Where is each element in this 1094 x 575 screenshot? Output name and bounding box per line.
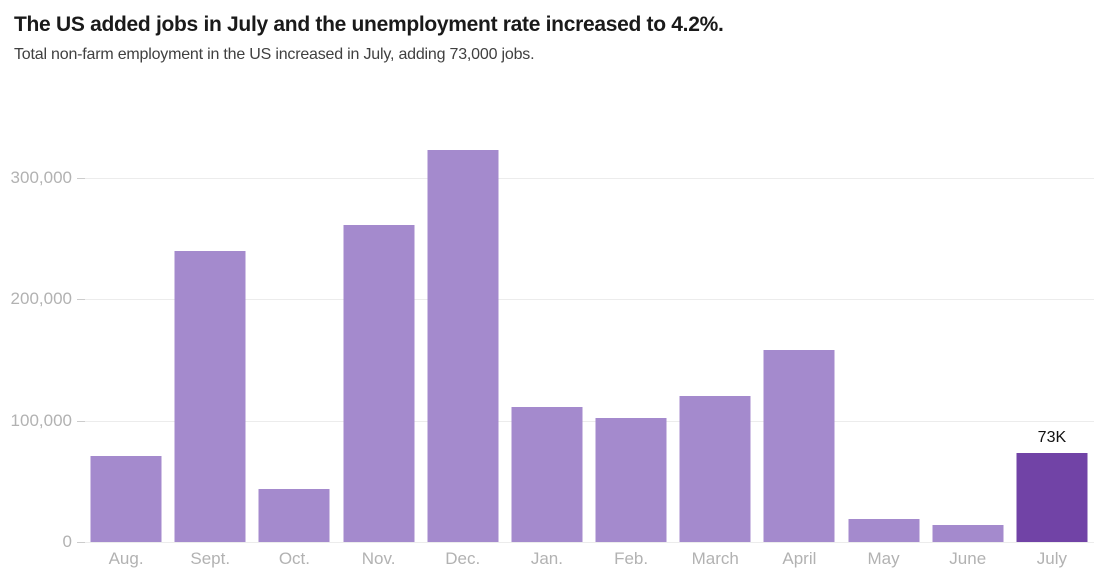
bar-dec xyxy=(427,150,499,542)
bar-aug xyxy=(90,455,162,542)
x-label-oct: Oct. xyxy=(278,549,310,568)
bar-oct xyxy=(258,488,330,542)
bar-slot-aug: Aug. xyxy=(84,0,168,575)
bar-slot-sept: Sept. xyxy=(168,0,252,575)
chart-header: The US added jobs in July and the unempl… xyxy=(14,12,1080,66)
gridline-300000 xyxy=(77,178,1094,179)
gridline-0 xyxy=(77,542,1094,543)
bar-slot-april: April xyxy=(757,0,841,575)
x-label-july: July xyxy=(1036,549,1068,568)
bar-march xyxy=(679,396,751,542)
bar-feb xyxy=(595,418,667,542)
x-label-june: June xyxy=(949,549,987,568)
bar-slot-dec: Dec. xyxy=(421,0,505,575)
bar-slot-march: March xyxy=(673,0,757,575)
x-label-nov: Nov. xyxy=(361,549,396,568)
y-axis-tick xyxy=(77,542,85,543)
y-tick-label-200000: 200,000 xyxy=(10,289,72,309)
bar-may xyxy=(848,518,920,542)
bar-slot-june: June xyxy=(926,0,1010,575)
y-tick-label-100000: 100,000 xyxy=(10,410,72,430)
chart-title: The US added jobs in July and the unempl… xyxy=(14,13,724,36)
chart-subtitle: Total non-farm employment in the US incr… xyxy=(14,46,535,64)
y-tick-label-300000: 300,000 xyxy=(10,168,72,187)
bar-july xyxy=(1016,453,1088,542)
bar-jan xyxy=(511,407,583,542)
gridline-100000 xyxy=(77,420,1094,422)
x-label-dec: Dec. xyxy=(445,549,481,568)
bar-value-annotation-july: 73K xyxy=(1037,429,1067,447)
bar-nov xyxy=(343,225,415,542)
bar-slot-jan: Jan. xyxy=(505,0,589,575)
y-tick-label-0: 0 xyxy=(62,532,72,551)
x-label-march: March xyxy=(691,549,739,568)
x-label-jan: Jan. xyxy=(530,549,563,568)
bar-slot-may: May xyxy=(842,0,926,575)
bar-slot-oct: Oct. xyxy=(252,0,336,575)
y-axis-tick xyxy=(77,299,85,301)
bar-slot-nov: Nov. xyxy=(337,0,421,575)
gridline-200000 xyxy=(77,299,1094,301)
x-label-feb: Feb. xyxy=(614,549,649,568)
x-label-may: May xyxy=(867,549,900,568)
x-label-april: April xyxy=(782,549,817,568)
bar-slot-feb: Feb. xyxy=(589,0,673,575)
y-axis-tick xyxy=(77,420,85,422)
x-label-aug: Aug. xyxy=(108,549,144,568)
y-axis-tick xyxy=(77,178,85,179)
bar-june xyxy=(932,525,1004,542)
x-label-sept: Sept. xyxy=(190,549,231,568)
bar-sept xyxy=(174,250,246,542)
bar-april xyxy=(763,350,835,542)
bar-slot-july: July 73K xyxy=(1010,0,1094,575)
